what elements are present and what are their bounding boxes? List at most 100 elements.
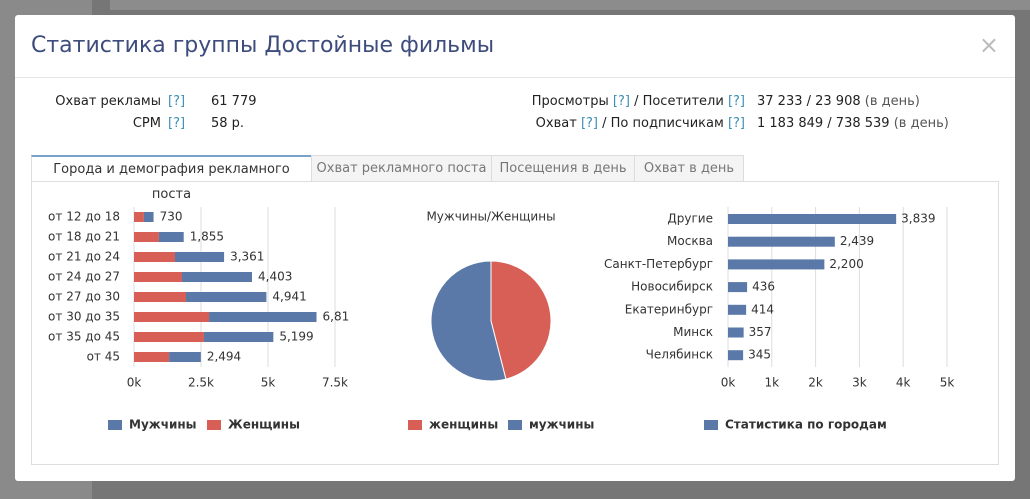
bar-segment: [169, 352, 201, 362]
y-tick-label: Новосибирск: [631, 280, 713, 294]
legend-label: женщины: [429, 418, 498, 432]
stat-label: / По подписчикам: [602, 116, 724, 131]
total-label: 3,361: [230, 250, 264, 264]
stat-label: Охват: [535, 116, 577, 131]
y-tick-label: Москва: [667, 234, 713, 248]
bar: [728, 282, 748, 293]
legend-label: Мужчины: [129, 418, 197, 432]
bar: [728, 236, 835, 247]
legend-swatch: [408, 420, 422, 430]
bar: [728, 304, 747, 315]
modal-title: Статистика группы Достойные фильмы: [31, 33, 495, 58]
x-tick-label: 0k: [721, 376, 736, 390]
x-tick-label: 5k: [940, 376, 955, 390]
pie-title: Мужчины/Женщины: [426, 210, 555, 224]
value-label: 3,839: [901, 212, 935, 226]
bar-segment: [181, 272, 253, 282]
total-label: 1,855: [190, 230, 224, 244]
stat-value: 37 233 / 23 908: [757, 94, 861, 109]
x-tick-label: 5k: [261, 376, 276, 390]
bar-segment: [134, 312, 210, 322]
value-label: 2,200: [829, 257, 863, 271]
stat-label-group: Охват [?] / По подписчикам [?]: [15, 116, 745, 131]
modal: Статистика группы Достойные фильмы × Охв…: [15, 15, 1015, 481]
bar-segment: [209, 312, 317, 322]
stat-label: / Посетители: [634, 94, 724, 109]
legend-swatch: [704, 420, 718, 430]
y-tick-label: от 12 до 18: [48, 210, 120, 224]
bar-segment: [134, 332, 204, 342]
bar-segment: [134, 232, 159, 242]
bar: [728, 350, 744, 361]
bar-segment: [134, 292, 186, 302]
stat-note: (в день): [893, 116, 949, 131]
bar-segment: [134, 212, 144, 222]
bar: [728, 327, 744, 338]
y-tick-label: от 30 до 35: [48, 310, 120, 324]
bar-segment: [134, 272, 182, 282]
stat-value: 58 р.: [211, 116, 245, 131]
x-tick-label: 4k: [896, 376, 911, 390]
x-tick-label: 2.5k: [188, 376, 214, 390]
bar: [728, 214, 897, 224]
stat-label-group: Просмотры [?] / Посетители [?]: [15, 94, 745, 109]
background-header: [110, 0, 1030, 10]
bar-segment: [134, 252, 176, 262]
stat-label: CPM: [132, 116, 161, 131]
tab[interactable]: Охват в день: [634, 155, 744, 181]
x-tick-label: 1k: [765, 376, 780, 390]
stat-value-group: 37 233 / 23 908 (в день): [757, 94, 920, 109]
stat-note: (в день): [864, 94, 920, 109]
bar: [728, 259, 825, 270]
stat-value: 1 183 849 / 738 539: [757, 116, 890, 131]
tab[interactable]: Посещения в день: [491, 155, 635, 181]
bar-segment: [134, 352, 170, 362]
help-link[interactable]: [?]: [580, 116, 598, 131]
x-tick-label: 7.5k: [322, 376, 348, 390]
bar-segment: [143, 212, 154, 222]
x-tick-label: 0k: [127, 376, 142, 390]
stat-label: Охват рекламы: [55, 94, 161, 109]
help-link[interactable]: [?]: [612, 94, 630, 109]
legend-swatch: [508, 420, 522, 430]
x-tick-label: 2k: [808, 376, 823, 390]
y-tick-label: от 45: [87, 350, 120, 364]
total-label: 2,494: [207, 350, 241, 364]
y-tick-label: от 24 до 27: [48, 270, 120, 284]
tab[interactable]: Города и демография рекламного поста: [31, 155, 312, 202]
y-tick-label: Другие: [667, 212, 713, 226]
help-link[interactable]: [?]: [727, 116, 745, 131]
legend-label: мужчины: [529, 418, 594, 432]
bar-segment: [158, 232, 184, 242]
help-link[interactable]: [?]: [727, 94, 745, 109]
y-tick-label: от 27 до 30: [48, 290, 120, 304]
total-label: 6,81: [323, 310, 350, 324]
y-tick-label: от 21 до 24: [48, 250, 120, 264]
value-label: 414: [751, 302, 774, 316]
tab[interactable]: Охват рекламного поста: [311, 155, 492, 181]
value-label: 357: [749, 325, 772, 339]
y-tick-label: Санкт-Петербург: [604, 257, 713, 271]
legend-label: Статистика по городам: [725, 418, 887, 432]
help-link[interactable]: [?]: [168, 94, 186, 109]
total-label: 730: [160, 210, 183, 224]
total-label: 4,941: [272, 290, 306, 304]
legend-label: Женщины: [228, 418, 300, 432]
y-tick-label: Минск: [673, 325, 713, 339]
separator: [15, 77, 1015, 78]
legend-swatch: [207, 420, 221, 430]
y-tick-label: от 18 до 21: [48, 230, 120, 244]
y-tick-label: Екатеринбург: [625, 302, 713, 316]
value-label: 436: [752, 280, 775, 294]
total-label: 4,403: [258, 270, 292, 284]
y-tick-label: от 35 до 45: [48, 330, 120, 344]
value-label: 2,439: [840, 234, 874, 248]
total-label: 5,199: [279, 330, 313, 344]
help-link[interactable]: [?]: [168, 116, 186, 131]
close-button[interactable]: ×: [978, 31, 999, 59]
stat-value-group: 1 183 849 / 738 539 (в день): [757, 116, 949, 131]
stat-value: 61 779: [211, 94, 257, 109]
bar-segment: [203, 332, 274, 342]
